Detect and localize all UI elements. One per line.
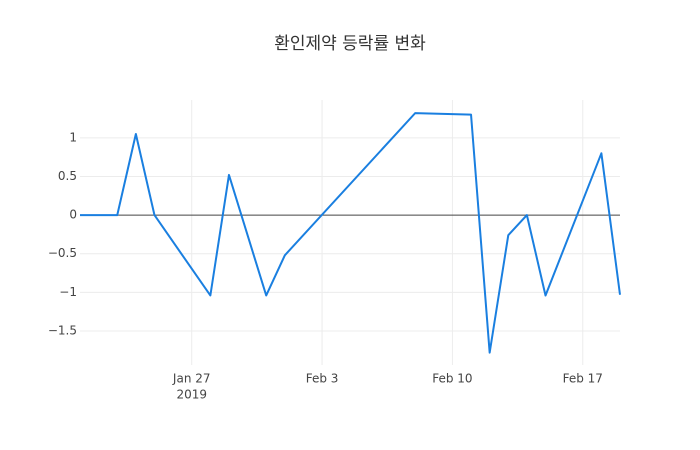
series-line [80, 112, 621, 354]
y-tick-label: 0 [69, 208, 77, 222]
x-tick-label: Jan 27 [172, 372, 211, 386]
y-tick-label: −0.5 [48, 246, 77, 260]
x-tick-label: Feb 10 [432, 372, 472, 386]
x-tick-label: Feb 3 [306, 372, 339, 386]
y-tick-label: 1 [69, 130, 77, 144]
y-tick-label: −1 [59, 285, 77, 299]
chart-title: 환인제약 등락률 변화 [274, 34, 426, 54]
y-tick-label: 0.5 [58, 169, 77, 183]
x-tick-sublabel: 2019 [176, 388, 207, 402]
y-tick-label: −1.5 [48, 324, 77, 338]
x-tick-label: Feb 17 [563, 372, 603, 386]
